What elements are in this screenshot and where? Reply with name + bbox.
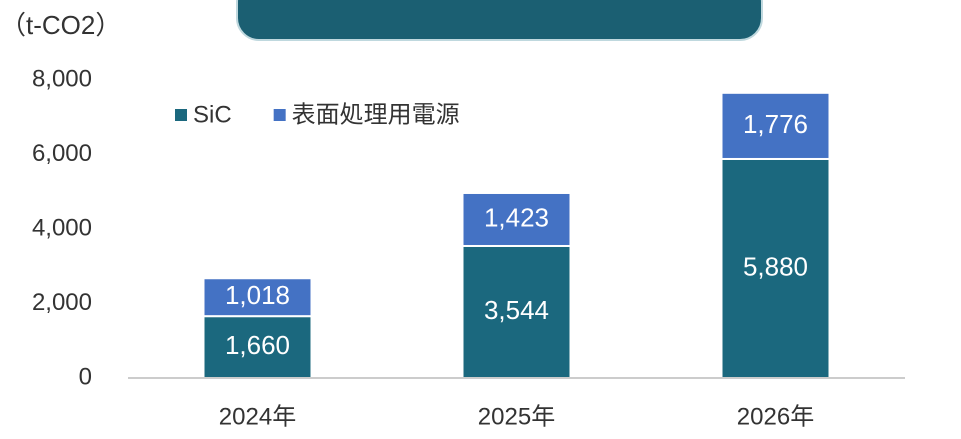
- x-tick-label: 2025年: [478, 403, 555, 430]
- header-banner: [236, 0, 763, 41]
- data-label: 1,423: [484, 202, 549, 232]
- bar-segment: [202, 277, 313, 318]
- bar-segment: [202, 315, 313, 380]
- data-label: 5,880: [743, 251, 808, 281]
- x-tick-label: 2026年: [737, 403, 814, 430]
- legend-swatch: [175, 109, 187, 121]
- data-label: 1,660: [225, 330, 290, 360]
- data-label: 1,018: [225, 280, 290, 310]
- y-tick-label: 2,000: [32, 289, 92, 316]
- legend-label: 表面処理用電源: [292, 101, 460, 128]
- y-axis-label: （t-CO2）: [0, 10, 121, 40]
- y-tick-label: 0: [79, 363, 92, 390]
- bar-segment: [461, 191, 572, 247]
- x-tick-label: 2024年: [219, 403, 296, 430]
- data-label: 3,544: [484, 295, 549, 325]
- y-tick-label: 8,000: [32, 65, 92, 92]
- legend-swatch: [273, 109, 286, 121]
- data-label: 1,776: [743, 109, 808, 139]
- bar-segment: [720, 157, 831, 379]
- bar-segment: [720, 91, 831, 160]
- y-tick-label: 4,000: [32, 214, 92, 241]
- legend-label: SiC: [193, 101, 232, 128]
- y-tick-label: 6,000: [32, 140, 92, 167]
